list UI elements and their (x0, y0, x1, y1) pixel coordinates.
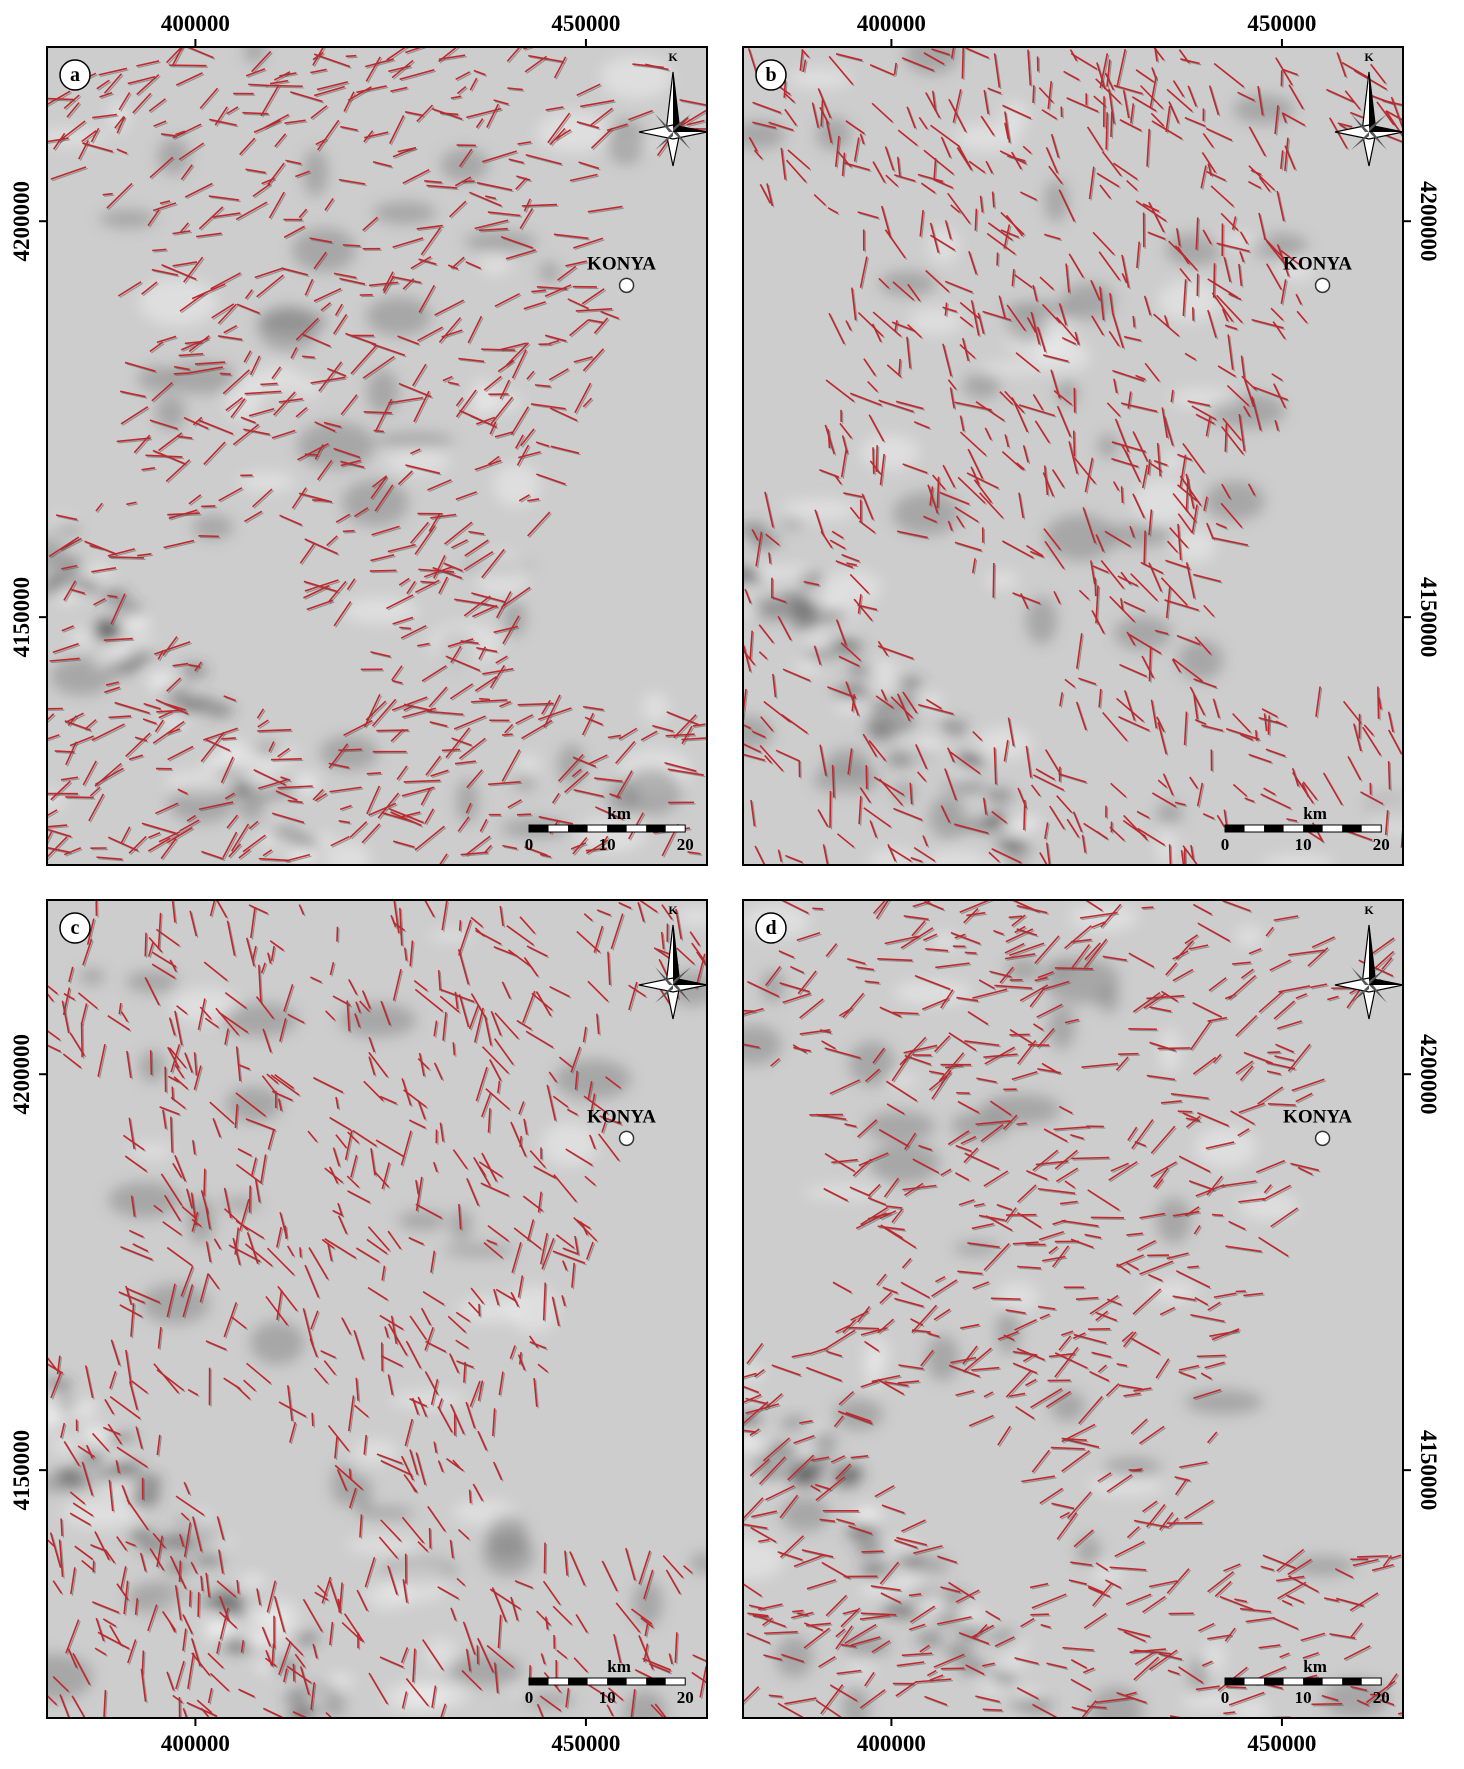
panel-label: d (765, 917, 776, 939)
scale-bar-label: 20 (1373, 835, 1390, 854)
scale-bar-segment (1264, 825, 1284, 832)
map-panel: c 400000 450000 4200000 4150000 KONYA K 0 10 20 km (9, 887, 718, 1756)
map-panel: d 400000 450000 4200000 4150000 KONYA K 0 10 20 km (715, 896, 1441, 1756)
scale-bar-segment (568, 825, 588, 832)
y-tick-label: 4200000 (9, 1034, 34, 1115)
city-label: KONYA (1283, 1106, 1352, 1127)
scale-bar-label: 10 (1295, 1688, 1312, 1707)
scale-bar-segment (646, 1678, 666, 1685)
scale-bar-label: 0 (525, 835, 534, 854)
scale-bar-label: 20 (1373, 1688, 1390, 1707)
panel-label: b (765, 64, 776, 86)
x-tick-label: 400000 (857, 1731, 926, 1756)
x-tick-label: 400000 (161, 11, 230, 36)
panel-label: c (71, 917, 80, 939)
map-panel: a 400000 450000 4200000 4150000 KONYA K 0 10 20 km (9, 11, 714, 889)
scale-bar-segment (1342, 1678, 1362, 1685)
north-label: K (668, 903, 678, 917)
x-tick-label: 450000 (551, 11, 620, 36)
scale-bar-segment (607, 1678, 627, 1685)
hillshade (16, 887, 718, 1734)
x-tick-label: 450000 (551, 1731, 620, 1756)
scale-bar-segment (1225, 1678, 1245, 1685)
north-label: K (1364, 50, 1374, 64)
scale-bar-segment (529, 1678, 549, 1685)
scale-bar-segment (607, 825, 627, 832)
scale-bar-label: 0 (1221, 1688, 1230, 1707)
scale-bar-segment (1264, 1678, 1284, 1685)
scale-bar-segment (1225, 825, 1245, 832)
scale-bar-unit: km (1303, 1657, 1327, 1676)
scale-bar-unit: km (607, 804, 631, 823)
y-tick-label: 4150000 (1416, 1430, 1441, 1511)
map-panel: b 400000 450000 4200000 4150000 KONYA K 0 10 20 km (717, 11, 1441, 881)
scale-bar-unit: km (607, 1657, 631, 1676)
city-marker (620, 1131, 634, 1145)
y-tick-label: 4150000 (9, 577, 34, 658)
city-label: KONYA (1283, 253, 1352, 274)
scale-bar-segment (568, 1678, 588, 1685)
hillshade (717, 35, 1436, 881)
city-marker (620, 278, 634, 292)
city-label: KONYA (587, 1106, 656, 1127)
hillshade (715, 896, 1409, 1735)
city-label: KONYA (587, 253, 656, 274)
y-tick-label: 4150000 (9, 1430, 34, 1511)
y-tick-label: 4200000 (9, 181, 34, 262)
figure: a 400000 450000 4200000 4150000 KONYA K 0 10 20 km… (0, 0, 1464, 1764)
x-tick-label: 400000 (161, 1731, 230, 1756)
y-tick-label: 4200000 (1416, 1034, 1441, 1115)
scale-bar-segment (529, 825, 549, 832)
scale-bar-label: 10 (1295, 835, 1312, 854)
y-tick-label: 4150000 (1416, 577, 1441, 658)
scale-bar-label: 20 (677, 835, 694, 854)
scale-bar-segment (1342, 825, 1362, 832)
scale-bar-label: 0 (525, 1688, 534, 1707)
scale-bar-unit: km (1303, 804, 1327, 823)
scale-bar-label: 10 (599, 1688, 616, 1707)
scale-bar-label: 0 (1221, 835, 1230, 854)
city-marker (1316, 278, 1330, 292)
hillshade (28, 37, 713, 889)
north-label: K (668, 50, 678, 64)
scale-bar-label: 20 (677, 1688, 694, 1707)
x-tick-label: 400000 (857, 11, 926, 36)
panel-label: a (70, 64, 80, 86)
city-marker (1316, 1131, 1330, 1145)
north-label: K (1364, 903, 1374, 917)
scale-bar-label: 10 (599, 835, 616, 854)
scale-bar-segment (1303, 1678, 1323, 1685)
scale-bar-segment (1303, 825, 1323, 832)
x-tick-label: 450000 (1247, 1731, 1316, 1756)
y-tick-label: 4200000 (1416, 181, 1441, 262)
x-tick-label: 450000 (1247, 11, 1316, 36)
scale-bar-segment (646, 825, 666, 832)
